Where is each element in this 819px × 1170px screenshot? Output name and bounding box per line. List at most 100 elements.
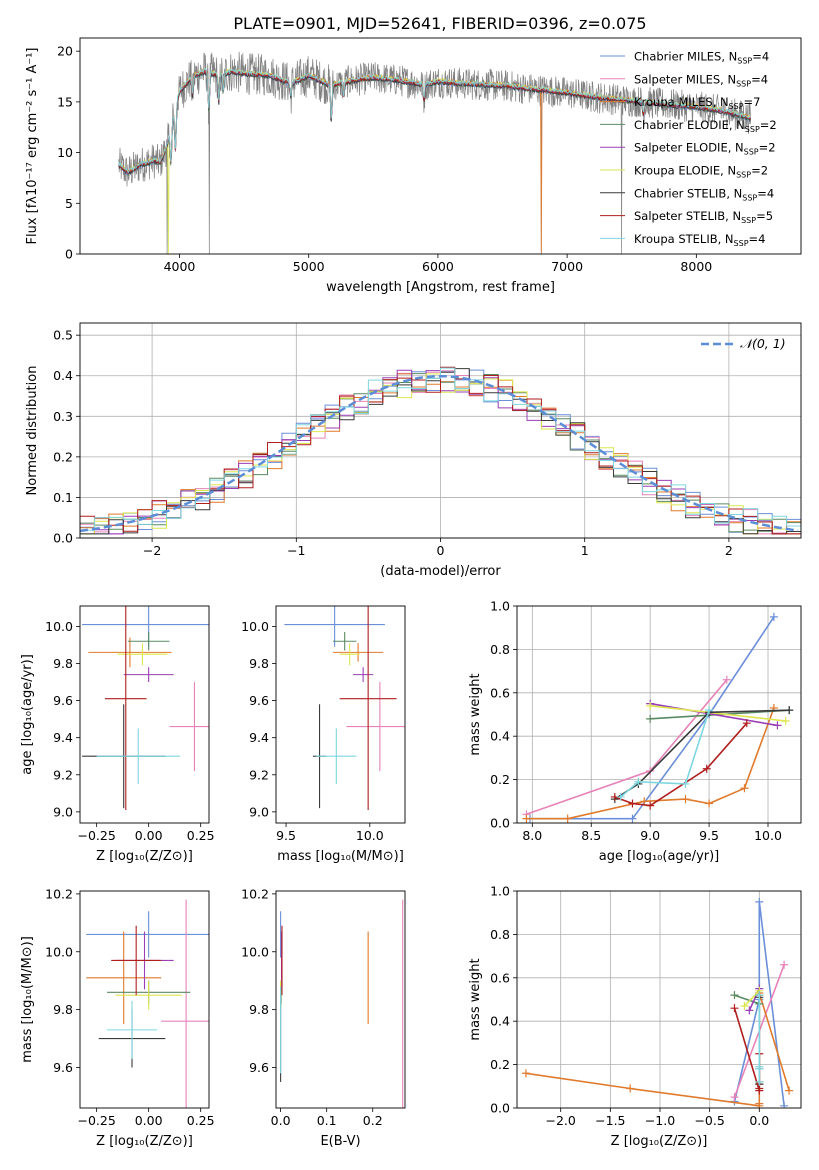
legend-label: Salpeter ELODIE, NSSP=2 xyxy=(634,141,776,157)
y-tick-label: 10.0 xyxy=(241,619,269,634)
y-tick-label: 9.6 xyxy=(53,1060,73,1075)
x-axis-label: wavelength [Angstrom, rest frame] xyxy=(326,280,555,295)
x-tick-label: 0 xyxy=(437,543,445,558)
axes: −0.25 0.00 0.25 9.6 9.8 10.0 10.2 Z [log₁₀(Z/Z⊙… xyxy=(20,886,215,1149)
series-marker xyxy=(730,991,739,1000)
series-marker xyxy=(785,1086,794,1095)
series-marker xyxy=(742,719,751,728)
y-tick-label: 0.6 xyxy=(490,970,510,985)
series-marker xyxy=(646,801,655,810)
x-axis-label: mass [log₁₀(M/M⊙)] xyxy=(277,849,404,864)
x-tick-label: −1.5 xyxy=(595,1113,625,1128)
y-axis-label: mass weight xyxy=(468,673,483,755)
x-tick-label: 0.00 xyxy=(135,1113,163,1128)
series-line xyxy=(650,702,778,727)
series-marker xyxy=(626,1084,635,1093)
errorbar-point xyxy=(117,643,168,666)
x-tick-label: 0.0 xyxy=(749,1113,769,1128)
legend-label: 𝒩(0, 1) xyxy=(740,336,786,351)
series-marker xyxy=(730,1093,739,1102)
y-tick-label: 0.0 xyxy=(490,816,510,831)
y-tick-label: 0.2 xyxy=(53,449,73,464)
y-axis-label: Flux [fλ10⁻¹⁷ erg cm⁻² s⁻¹ A⁻¹] xyxy=(25,48,40,245)
age-vs-metallicity-panel: −0.25 0.00 0.25 9.0 9.2 9.4 9.6 9.8 10.0 Z [log₁₀… xyxy=(20,605,215,864)
y-tick-label: 0.4 xyxy=(490,1014,510,1029)
y-axis-label: mass weight xyxy=(468,958,483,1040)
axes-frame xyxy=(79,890,210,1109)
series-marker xyxy=(780,1101,789,1108)
y-tick-label: 0.5 xyxy=(53,328,73,343)
axes: 9.5 10.0 9.0 9.2 9.4 9.6 9.8 10.0 mass [log₁₀(M/… xyxy=(241,619,404,864)
x-tick-label: 9.0 xyxy=(640,828,660,843)
errorbar-point xyxy=(332,631,357,651)
series-line xyxy=(734,994,760,1005)
errorbar-point xyxy=(353,667,374,683)
series-marker xyxy=(755,897,764,906)
series-marker xyxy=(681,795,690,804)
y-axis-label: Normed distribution xyxy=(25,366,40,496)
spectrum-panel: 4000 5000 6000 7000 8000 0 5 10 15 20 wavelength [… xyxy=(25,37,802,295)
y-tick-label: 9.8 xyxy=(249,656,269,671)
series-marker xyxy=(755,1077,764,1086)
axes-frame xyxy=(275,890,406,1109)
y-tick-label: 9.2 xyxy=(249,767,269,782)
age-vs-mass-panel: 9.5 10.0 9.0 9.2 9.4 9.6 9.8 10.0 mass [log₁₀(M/… xyxy=(241,605,406,864)
series-marker xyxy=(769,612,778,621)
series-marker xyxy=(740,784,749,793)
series-line xyxy=(650,705,786,722)
grid-lines xyxy=(517,605,801,824)
legend-label: Kroupa ELODIE, NSSP=2 xyxy=(634,164,768,180)
x-tick-label: 6000 xyxy=(422,259,454,274)
axes: −2.0 −1.5 −1.0 −0.5 0.0 0.0 0.2 0.4 0.6 0.8 1.0 Z [… xyxy=(468,884,769,1150)
x-tick-label: 2 xyxy=(725,543,733,558)
axes: −0.25 0.00 0.25 9.0 9.2 9.4 9.6 9.8 10.0 Z [log₁₀… xyxy=(20,619,215,864)
x-axis-label: age [log₁₀(age/yr)] xyxy=(599,849,720,864)
axes: 0.0 0.1 0.2 9.6 9.8 10.0 10.2 E(B-V) xyxy=(241,886,383,1149)
y-tick-label: 1.0 xyxy=(490,884,510,899)
errorbar-point xyxy=(339,606,397,811)
y-tick-label: 10.0 xyxy=(45,619,73,634)
series-marker xyxy=(616,792,625,801)
series-marker xyxy=(740,1002,749,1011)
y-axis-label: age [log₁₀(age/yr)] xyxy=(20,654,35,775)
x-tick-label: −1.0 xyxy=(645,1113,675,1128)
series-marker xyxy=(628,814,637,823)
x-tick-label: 9.5 xyxy=(276,828,296,843)
series-marker xyxy=(722,675,731,684)
y-tick-label: 0.2 xyxy=(490,772,510,787)
x-tick-label: −2.0 xyxy=(546,1113,576,1128)
x-tick-label: 8.0 xyxy=(522,828,542,843)
y-tick-label: 0.0 xyxy=(490,1101,510,1116)
axes: −2 −1 0 1 2 0.0 0.1 0.2 0.3 0.4 0.5 (data-model)/er… xyxy=(25,328,733,579)
errorbar-point xyxy=(111,925,162,996)
y-axis-label: mass [log₁₀(M/M⊙)] xyxy=(20,936,35,1063)
x-axis-label: E(B-V) xyxy=(320,1134,360,1149)
x-tick-label: −0.25 xyxy=(77,828,115,843)
x-axis-label: Z [log₁₀(Z/Z⊙)] xyxy=(611,1134,708,1149)
legend-label: Chabrier STELIB, NSSP=4 xyxy=(634,186,774,202)
series-marker xyxy=(705,706,714,715)
series-marker xyxy=(646,701,655,710)
axes-frame xyxy=(79,322,802,539)
series-marker xyxy=(781,717,790,726)
y-tick-label: 9.4 xyxy=(249,730,269,745)
y-tick-label: 5 xyxy=(65,196,73,211)
axes-frame xyxy=(516,890,802,1109)
x-tick-label: 8.5 xyxy=(581,828,601,843)
plot-area xyxy=(280,899,404,1108)
plot-area xyxy=(521,897,794,1108)
x-tick-label: 1 xyxy=(581,543,589,558)
x-tick-label: 8000 xyxy=(680,259,712,274)
y-tick-label: 0.8 xyxy=(490,642,510,657)
series-line xyxy=(620,709,710,798)
series-marker xyxy=(730,1004,739,1013)
series-marker xyxy=(755,991,764,1000)
y-tick-label: 20 xyxy=(57,44,73,59)
y-tick-label: 9.6 xyxy=(249,693,269,708)
y-tick-label: 15 xyxy=(57,94,73,109)
y-tick-label: 9.8 xyxy=(53,1002,73,1017)
residual-histogram-step xyxy=(80,367,801,538)
series-marker xyxy=(681,779,690,788)
y-tick-label: 10.2 xyxy=(241,886,269,901)
errorbar-point xyxy=(127,631,170,651)
